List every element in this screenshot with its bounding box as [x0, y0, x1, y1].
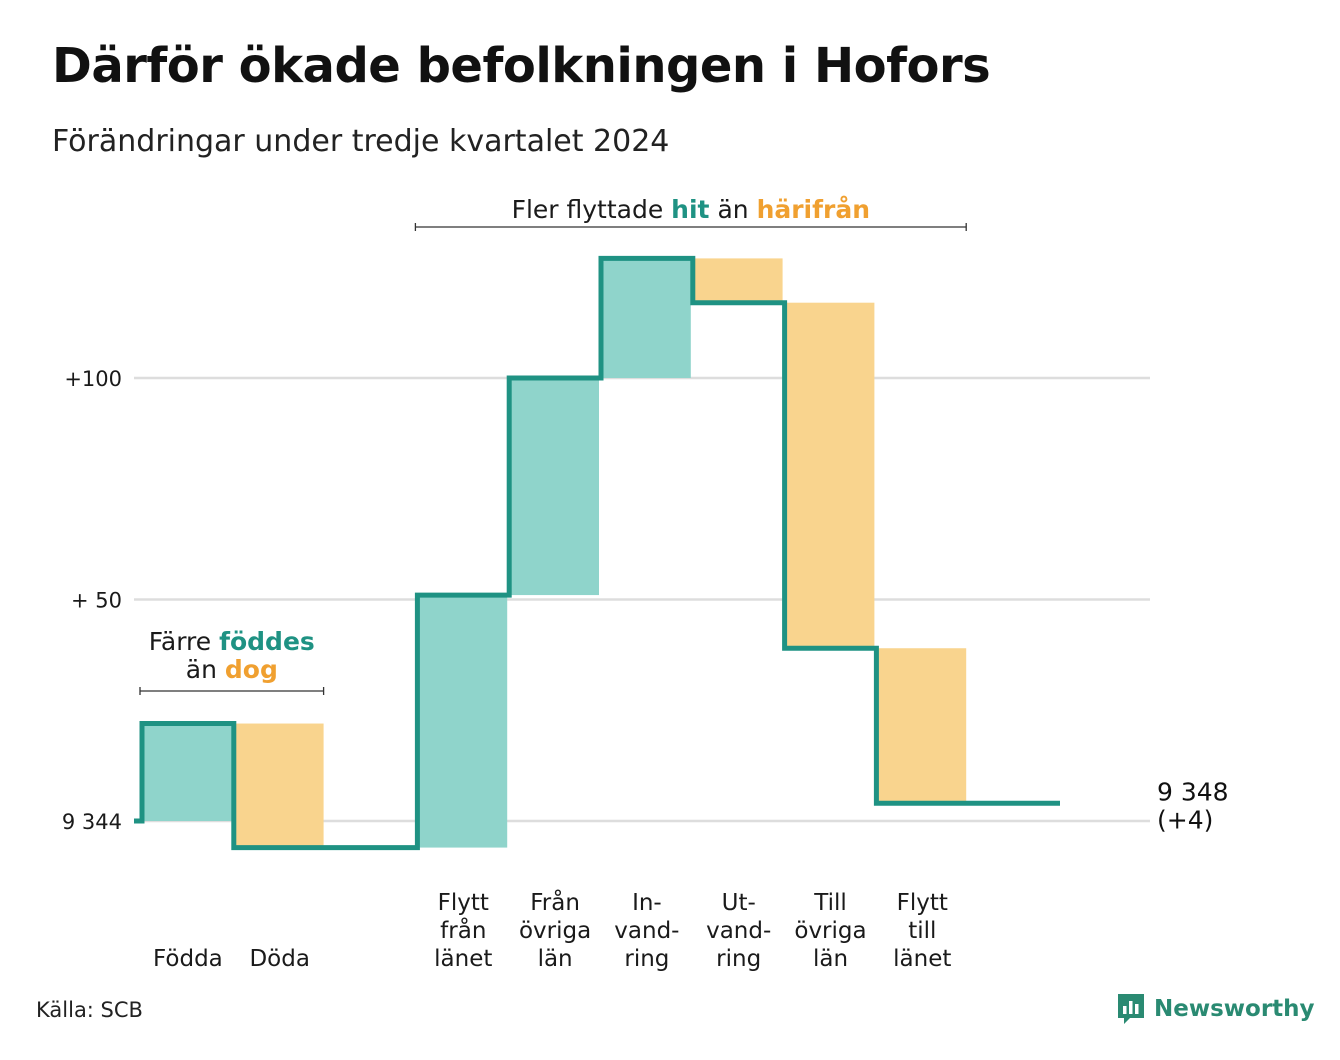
category-label: Ut- — [722, 890, 756, 916]
category-label: ring — [716, 946, 761, 972]
brand-name: Newsworthy — [1154, 996, 1315, 1022]
waterfall-bar — [878, 648, 967, 804]
annotation-text: Färre föddes — [149, 627, 315, 656]
annotation-text-part: än — [186, 655, 225, 684]
final-value-label: 9 348 — [1157, 777, 1229, 806]
source-note: Källa: SCB — [36, 998, 143, 1022]
chart-subtitle: Förändringar under tredje kvartalet 2024 — [52, 124, 670, 159]
category-label: Döda — [249, 946, 309, 972]
newsworthy-logo-icon — [1118, 994, 1144, 1024]
category-label: till — [908, 918, 936, 944]
running-total-line — [134, 255, 1060, 851]
category-label: Till — [813, 890, 847, 916]
y-tick-label: + 50 — [71, 589, 122, 613]
category-label: länet — [434, 946, 492, 972]
waterfall-bar — [419, 595, 508, 848]
category-label: Från — [530, 888, 580, 916]
category-label: övriga — [519, 918, 591, 944]
annotation-text-part: Färre — [149, 627, 219, 656]
annotation-text-part: hit — [671, 195, 709, 224]
y-tick-label: +100 — [64, 367, 122, 391]
category-label: Flytt — [438, 890, 489, 916]
category-label: In- — [632, 890, 662, 916]
category-label: Flytt — [897, 890, 948, 916]
category-label: från — [440, 916, 486, 944]
category-label: Födda — [153, 946, 223, 972]
category-label: övriga — [794, 918, 866, 944]
category-label: ring — [624, 946, 669, 972]
category-label: vand- — [614, 918, 679, 944]
annotation-text: Fler flyttade hit än härifrån — [512, 195, 870, 224]
final-change-label: (+4) — [1157, 805, 1213, 834]
waterfall-bar — [694, 258, 783, 303]
brand-logo: Newsworthy — [1116, 992, 1315, 1026]
annotation-text-part: Fler flyttade — [512, 195, 672, 224]
annotation-text-part: föddes — [219, 627, 315, 656]
annotation-text-part: än — [710, 195, 757, 224]
y-tick-label: 9 344 — [62, 810, 122, 834]
chart-title: Därför ökade befolkningen i Hofors — [52, 38, 991, 94]
waterfall-bar — [603, 258, 691, 378]
category-label: vand- — [706, 918, 771, 944]
waterfall-bar — [235, 723, 324, 848]
category-label: län — [813, 946, 848, 972]
annotation-text: än dog — [186, 655, 278, 684]
category-label: länet — [893, 946, 951, 972]
waterfall-bar — [144, 723, 232, 821]
waterfall-bar — [786, 302, 875, 649]
annotation-text-part: dog — [225, 655, 278, 684]
annotation-text-part: härifrån — [757, 195, 870, 224]
waterfall-bar — [511, 378, 599, 596]
category-label: län — [538, 946, 573, 972]
